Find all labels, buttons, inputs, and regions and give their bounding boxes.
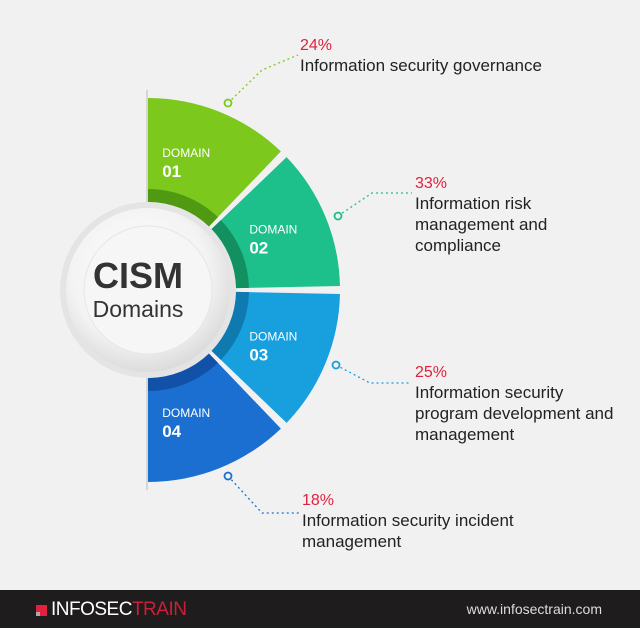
domain-1-number: 01 — [162, 162, 181, 181]
domain-2-name: Information risk management and complian… — [415, 194, 548, 255]
domain-2-callout: 33% Information risk management and comp… — [415, 174, 585, 256]
domains-diagram: DOMAIN 01 DOMAIN 02 DOMAIN 03 DOMAIN 04 CISMDoma… — [60, 54, 412, 514]
domain-2-label: DOMAIN — [249, 222, 297, 236]
domain-3-segment — [211, 291, 340, 423]
domain-1-name: Information security governance — [300, 56, 542, 75]
website-url[interactable]: www.infosectrain.com — [466, 601, 602, 617]
domain-3-connector-dot-icon — [331, 360, 341, 370]
infosectrain-logo: INFOSEC TRAIN — [36, 599, 187, 621]
domain-3-percent: 25% — [415, 364, 448, 381]
domain-4-name: Information security incident management — [302, 511, 514, 551]
domain-1-callout: 24% Information security governance — [300, 36, 600, 76]
footer: INFOSEC TRAIN www.infosectrain.com — [0, 590, 640, 628]
domain-1-segment — [148, 98, 281, 227]
logo-text-b: TRAIN — [131, 599, 187, 620]
domain-2-number: 02 — [249, 238, 268, 257]
domain-2-segment — [211, 157, 340, 289]
domain-1-percent: 24% — [300, 37, 333, 54]
center-subtitle: Domains — [93, 296, 184, 322]
domain-1-inner-band — [148, 189, 218, 227]
domain-4-percent: 18% — [302, 492, 335, 509]
center-title: CISM — [93, 255, 183, 296]
domain-4-label: DOMAIN — [162, 406, 210, 420]
domain-4-number: 04 — [162, 422, 181, 441]
domain-2-inner-band — [211, 220, 249, 289]
domain-4-inner-band — [148, 353, 218, 391]
domain-3-connector — [335, 364, 410, 384]
logo-mark-icon — [36, 604, 47, 616]
domain-3-label: DOMAIN — [249, 330, 297, 344]
domain-1-connector-dot-icon — [223, 98, 233, 108]
domain-4-connector-dot-icon — [223, 471, 233, 481]
domain-1-label: DOMAIN — [162, 146, 210, 160]
domain-3-number: 03 — [249, 346, 268, 365]
logo-text-a: INFOSEC — [51, 599, 132, 620]
domain-4-callout: 18% Information security incident manage… — [302, 491, 562, 552]
domain-2-connector-dot-icon — [333, 211, 343, 221]
domain-4-segment — [148, 353, 281, 482]
domain-3-callout: 25% Information security program develop… — [415, 363, 615, 445]
domain-1-connector — [227, 54, 299, 104]
domain-3-inner-band — [211, 291, 249, 360]
domain-3-name: Information security program development… — [415, 383, 614, 444]
domain-4-connector — [227, 475, 300, 514]
domain-2-percent: 33% — [415, 175, 448, 192]
domain-2-connector — [337, 192, 412, 217]
center-inner-circle — [83, 225, 213, 355]
